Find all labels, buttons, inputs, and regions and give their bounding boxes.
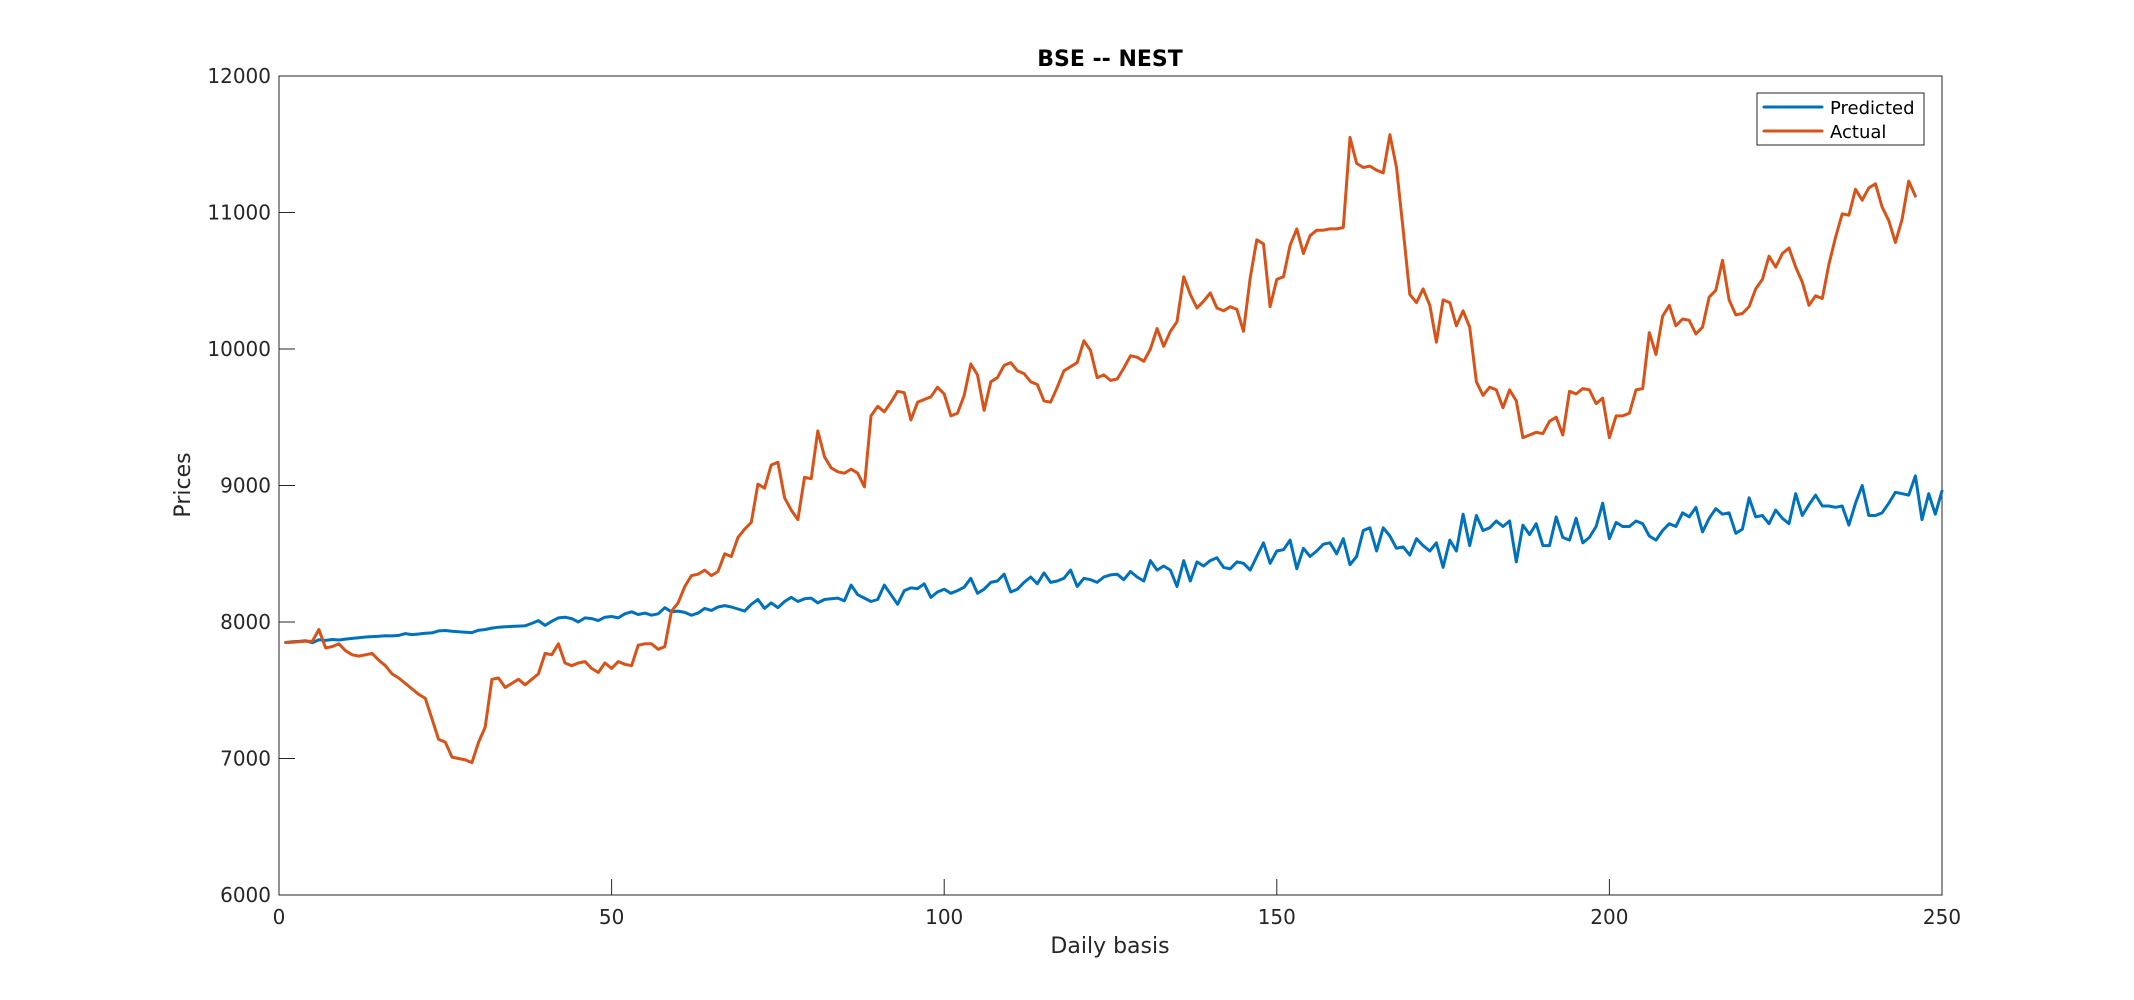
series-line-actual xyxy=(284,133,1917,765)
y-tick-label: 8000 xyxy=(220,610,271,634)
y-tick-label: 6000 xyxy=(220,883,271,907)
axes-box xyxy=(278,75,1943,896)
y-tick-label: 7000 xyxy=(220,747,271,771)
x-tick-label: 150 xyxy=(1258,905,1296,929)
y-axis-ticks: 6000 7000 8000 9000 10000 11000 12000 xyxy=(207,64,295,907)
legend-box xyxy=(1756,92,1925,146)
series-layer xyxy=(284,133,1944,765)
x-axis-label: Daily basis xyxy=(1050,934,1169,959)
y-tick-label: 12000 xyxy=(207,64,271,88)
chart-title: BSE -- NEST xyxy=(1037,47,1183,72)
plot-area: 0 50 100 150 200 250 6000 7000 8000 9000 10000 110… xyxy=(207,64,1961,929)
series-line-predicted xyxy=(284,474,1944,645)
x-axis-ticks: 0 50 100 150 200 250 xyxy=(273,879,1961,929)
x-tick-label: 0 xyxy=(273,905,286,929)
y-axis-label: Prices xyxy=(171,452,196,517)
legend-label-actual: Actual xyxy=(1830,122,1886,143)
x-tick-label: 100 xyxy=(925,905,963,929)
x-tick-label: 200 xyxy=(1590,905,1628,929)
legend-label-predicted: Predicted xyxy=(1830,98,1915,119)
y-tick-label: 10000 xyxy=(207,337,271,361)
y-tick-label: 9000 xyxy=(220,474,271,498)
legend: Predicted Actual xyxy=(1756,92,1925,146)
x-tick-label: 50 xyxy=(599,905,624,929)
y-tick-label: 11000 xyxy=(207,201,271,225)
x-tick-label: 250 xyxy=(1923,905,1961,929)
